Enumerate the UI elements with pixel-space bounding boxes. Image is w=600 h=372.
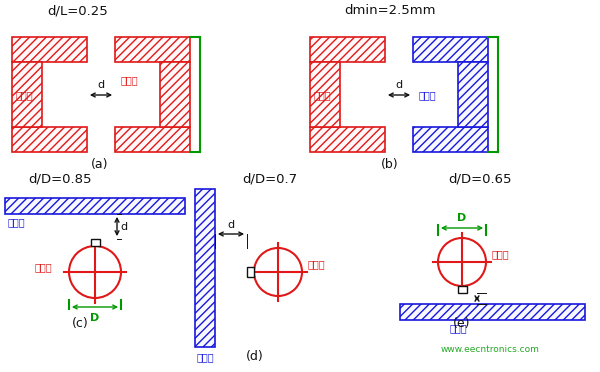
Text: (c): (c) (71, 317, 88, 330)
Text: d: d (395, 80, 403, 90)
Text: 热表面: 热表面 (314, 90, 332, 100)
Text: D: D (91, 313, 100, 323)
Bar (458, 62, 488, 127)
Text: 热表面: 热表面 (308, 259, 326, 269)
Text: d: d (120, 221, 127, 231)
Bar (310, 62, 340, 127)
Bar (91, 239, 100, 246)
Text: www.eecntronics.com: www.eecntronics.com (440, 345, 539, 354)
Text: 冷表面: 冷表面 (196, 352, 214, 362)
Text: (e): (e) (453, 317, 471, 330)
Text: (b): (b) (381, 158, 399, 171)
Bar (12, 37, 87, 62)
Text: d: d (227, 220, 235, 230)
Text: 冷表面: 冷表面 (419, 90, 437, 100)
Text: (a): (a) (91, 158, 109, 171)
Text: (d): (d) (246, 350, 264, 363)
Bar (400, 304, 585, 320)
Text: d: d (97, 80, 104, 90)
Text: 热表面: 热表面 (16, 90, 34, 100)
Bar (310, 37, 385, 62)
Text: D: D (457, 213, 467, 223)
Text: 冷表面: 冷表面 (8, 217, 26, 227)
Text: dmin=2.5mm: dmin=2.5mm (344, 4, 436, 17)
Bar (458, 286, 467, 293)
Bar (413, 37, 488, 62)
Bar (160, 62, 190, 127)
Bar (115, 127, 190, 152)
Text: d/D=0.7: d/D=0.7 (242, 172, 298, 185)
Bar (12, 62, 42, 127)
Bar (247, 267, 254, 277)
Bar (310, 127, 385, 152)
Text: 热表面: 热表面 (35, 262, 53, 272)
Text: 热表面: 热表面 (121, 75, 139, 85)
Text: d/L=0.25: d/L=0.25 (47, 4, 109, 17)
Text: d/D=0.85: d/D=0.85 (28, 172, 92, 185)
Bar (413, 127, 488, 152)
Bar (115, 37, 190, 62)
Bar (5, 198, 185, 214)
Text: 热表面: 热表面 (492, 249, 509, 259)
Bar (12, 127, 87, 152)
Text: 冷表面: 冷表面 (450, 323, 467, 333)
Bar (195, 189, 215, 347)
Text: d/D=0.65: d/D=0.65 (448, 172, 512, 185)
